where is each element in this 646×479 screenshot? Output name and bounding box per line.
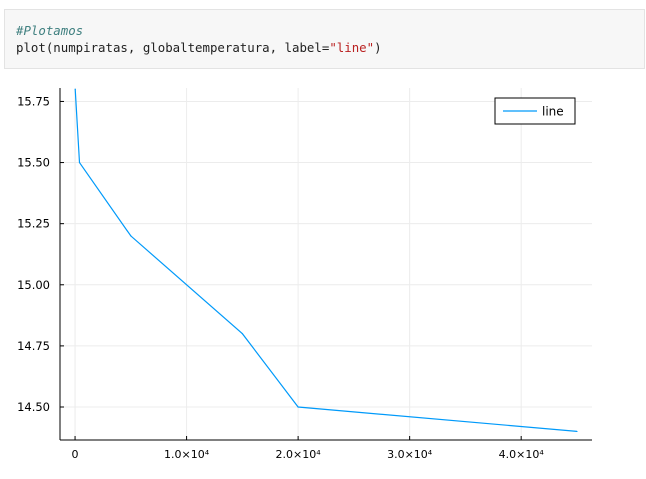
y-tick-label: 14.75 bbox=[17, 339, 50, 353]
y-tick-label: 15.75 bbox=[17, 94, 50, 108]
axes bbox=[59, 88, 592, 441]
x-tick-label: 4.0×10⁴ bbox=[499, 448, 545, 461]
series-layer bbox=[74, 88, 578, 433]
y-tick-label: 15.50 bbox=[17, 156, 50, 170]
series-point bbox=[78, 161, 81, 164]
y-tick-label: 15.25 bbox=[17, 217, 50, 231]
legend-label: line bbox=[542, 105, 564, 119]
grid-lines bbox=[60, 88, 592, 440]
legend: line bbox=[494, 97, 576, 125]
series-point bbox=[576, 430, 578, 433]
x-tick-label: 0 bbox=[72, 448, 79, 461]
y-tick-label: 15.00 bbox=[17, 278, 50, 292]
code-close: ) bbox=[374, 40, 382, 55]
plot-output: 0 1.0×10⁴ 2.0×10⁴ 3.0×10⁴ 4.0×10⁴ 14.50 14.75 1… bbox=[0, 82, 646, 479]
series-point bbox=[297, 406, 299, 408]
series-point bbox=[241, 333, 243, 335]
code-text[interactable]: #Plotamos plot(numpiratas, globaltempera… bbox=[16, 22, 382, 56]
x-tick-label: 3.0×10⁴ bbox=[387, 448, 433, 461]
series-point bbox=[74, 88, 76, 90]
series-line-line bbox=[74, 89, 577, 432]
x-tick-label: 2.0×10⁴ bbox=[276, 448, 322, 461]
tick-labels: 0 1.0×10⁴ 2.0×10⁴ 3.0×10⁴ 4.0×10⁴ 14.50 14.75 1… bbox=[17, 94, 544, 461]
y-tick-label: 14.50 bbox=[17, 400, 50, 414]
line-chart: 0 1.0×10⁴ 2.0×10⁴ 3.0×10⁴ 4.0×10⁴ 14.50 14.75 1… bbox=[17, 88, 592, 461]
x-tick-label: 1.0×10⁴ bbox=[164, 448, 210, 461]
code-cell[interactable]: #Plotamos plot(numpiratas, globaltempera… bbox=[4, 9, 645, 69]
code-string: "line" bbox=[329, 40, 375, 55]
code-comment: #Plotamos bbox=[16, 23, 84, 38]
series-point bbox=[130, 235, 132, 237]
code-call: plot(numpiratas, globaltemperatura, labe… bbox=[16, 40, 330, 55]
